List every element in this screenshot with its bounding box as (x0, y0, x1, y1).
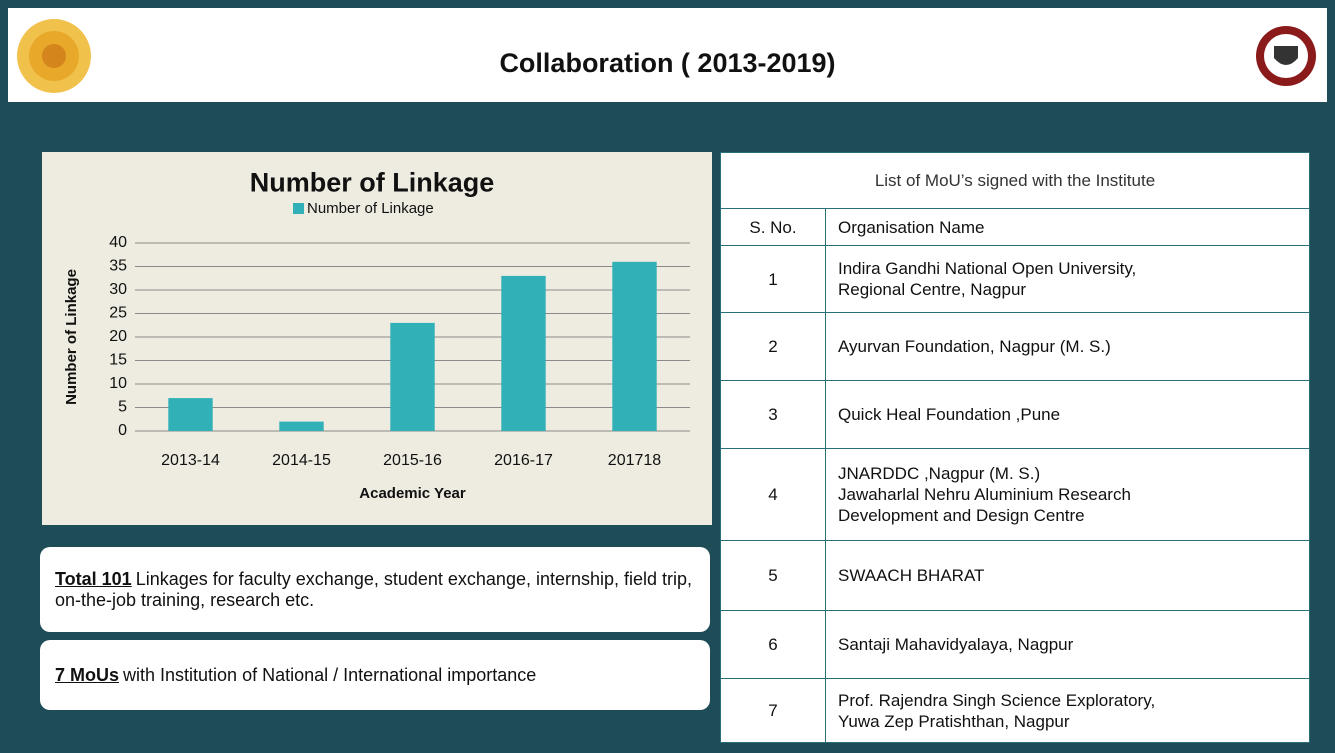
y-tick-label: 30 (109, 281, 127, 298)
header: Collaboration ( 2013-2019) (8, 8, 1327, 102)
chart: Number of Linkage 0 5 10 15 20 25 30 35 40 Number… (42, 152, 712, 525)
row-number: 7 (720, 678, 826, 743)
y-tick-label: 25 (109, 305, 127, 322)
organisation-name: Ayurvan Foundation, Nagpur (M. S.) (825, 312, 1310, 381)
row-number: 1 (720, 245, 826, 313)
y-tick-label: 10 (109, 375, 127, 392)
y-tick-label: 15 (109, 352, 127, 369)
x-tick-label: 201718 (608, 452, 661, 469)
chart-title: Number of Linkage (250, 167, 495, 197)
bar (612, 261, 657, 431)
y-tick-label: 0 (118, 422, 127, 439)
row-number: 6 (720, 610, 826, 679)
row-number: 5 (720, 540, 826, 611)
row-number: 3 (720, 380, 826, 449)
bar (168, 398, 213, 431)
note-text: Total 101 Linkages for faculty exchange, … (55, 569, 695, 611)
table-row: 6 Santaji Mahavidyalaya, Nagpur (720, 610, 1310, 679)
table-row: 5 SWAACH BHARAT (720, 540, 1310, 611)
row-number: 2 (720, 312, 826, 381)
x-tick-label: 2016-17 (494, 452, 553, 469)
note-text: 7 MoUs with Institution of National / Int… (55, 665, 536, 686)
bar (279, 421, 324, 431)
note-highlight: 7 MoUs (55, 664, 120, 685)
organisation-name: Santaji Mahavidyalaya, Nagpur (825, 610, 1310, 679)
note-body: Linkages for faculty exchange, student e… (55, 568, 693, 610)
note-highlight: Total 101 (55, 568, 132, 589)
legend-label: Number of Linkage (307, 200, 434, 217)
mou-table: List of MoU’s signed with the Institute … (720, 152, 1310, 743)
organisation-name: SWAACH BHARAT (825, 540, 1310, 611)
x-tick-label: 2013-14 (161, 452, 220, 469)
bar (501, 275, 546, 431)
bar (390, 322, 435, 431)
page-title: Collaboration ( 2013-2019) (499, 48, 836, 78)
y-tick-label: 20 (109, 328, 127, 345)
table-title: List of MoU’s signed with the Institute (720, 152, 1310, 209)
organisation-name: Quick Heal Foundation ,Pune (825, 380, 1310, 449)
table-row: 7 Prof. Rajendra Singh Science Explorator… (720, 678, 1310, 743)
y-tick-label: 35 (109, 258, 127, 275)
y-tick-label: 40 (109, 234, 127, 251)
column-header: S. No. (720, 208, 826, 246)
x-axis-label: Academic Year (359, 485, 466, 502)
right-logo (1256, 26, 1316, 86)
organisation-name: Prof. Rajendra Singh Science Exploratory… (825, 678, 1310, 743)
column-header: Organisation Name (825, 208, 1310, 246)
note: Total 101 Linkages for faculty exchange, … (40, 547, 710, 632)
y-tick-label: 5 (118, 399, 127, 416)
table-row: 4 JNARDDC ,Nagpur (M. S.) Jawaharlal Nehr… (720, 448, 1310, 541)
organisation-name: Indira Gandhi National Open University, … (825, 245, 1310, 313)
x-tick-label: 2015-16 (383, 452, 442, 469)
y-axis-label: Number of Linkage (63, 269, 80, 405)
legend-swatch (293, 203, 304, 214)
note: 7 MoUs with Institution of National / Int… (40, 640, 710, 710)
note-body: with Institution of National / Internati… (123, 664, 537, 685)
x-tick-label: 2014-15 (272, 452, 331, 469)
organisation-name: JNARDDC ,Nagpur (M. S.) Jawaharlal Nehru… (825, 448, 1310, 541)
table-row: 1 Indira Gandhi National Open University,… (720, 245, 1310, 313)
left-logo (17, 19, 91, 93)
table-row: 2 Ayurvan Foundation, Nagpur (M. S.) (720, 312, 1310, 381)
row-number: 4 (720, 448, 826, 541)
table-row: 3 Quick Heal Foundation ,Pune (720, 380, 1310, 449)
